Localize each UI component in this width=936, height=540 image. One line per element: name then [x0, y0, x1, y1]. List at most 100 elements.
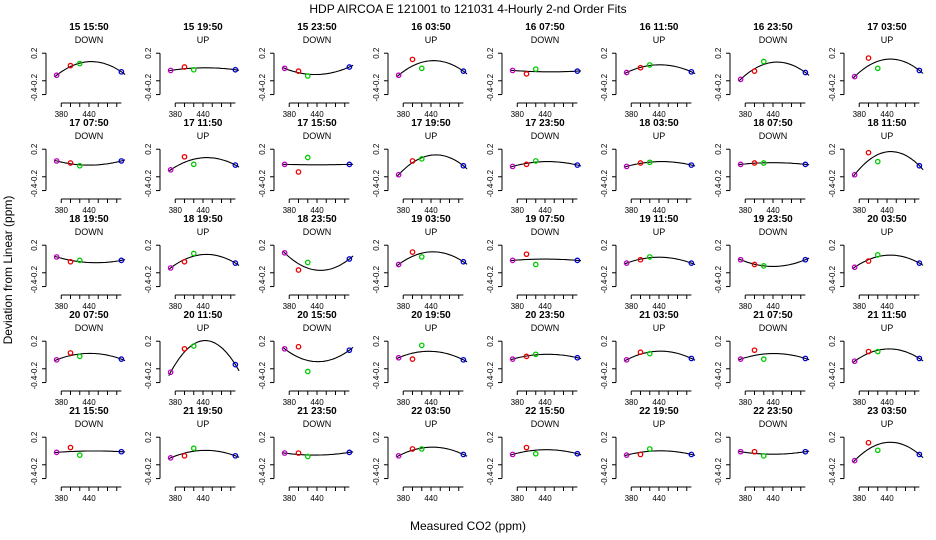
x-tick-label: 440: [538, 398, 552, 407]
y-tick-label: 0.2: [30, 239, 39, 251]
data-point: [295, 169, 302, 175]
fit-curve: [624, 450, 696, 457]
panel-title: 18 19:50: [183, 214, 223, 225]
data-point: [760, 263, 767, 269]
panel-title: 19 23:50: [753, 214, 793, 225]
panel-title: 18 03:50: [639, 118, 679, 129]
data-point: [851, 171, 858, 178]
y-tick-label: -0.4: [828, 471, 837, 485]
y-tick-label: -0.4: [372, 375, 381, 389]
data-point: [532, 450, 539, 457]
y-tick-label: 0.2: [828, 335, 837, 347]
panel-24: 20 03:50 UP -0.4-0.2 0.2 380 440: [828, 214, 924, 311]
data-point: [865, 55, 872, 61]
data-point: [409, 249, 416, 255]
panel-direction: DOWN: [759, 227, 788, 237]
fit-curve: [54, 352, 126, 362]
data-point: [802, 161, 809, 168]
panel-title: 21 23:50: [297, 406, 337, 417]
data-point: [802, 355, 809, 362]
panel-38: 22 19:50 UP -0.4-0.2 0.2 380 440: [600, 406, 696, 503]
x-tick-label: 380: [625, 494, 639, 503]
data-point: [874, 447, 881, 454]
panel-direction: DOWN: [759, 35, 788, 45]
y-tick-label: -0.2: [828, 265, 837, 279]
data-point: [688, 451, 695, 458]
panel-title: 17 15:50: [297, 118, 337, 129]
y-tick-label: 0.2: [30, 47, 39, 59]
panel-title: 21 03:50: [639, 310, 679, 321]
data-point: [53, 356, 60, 363]
y-tick-label: -0.4: [30, 87, 39, 101]
panel-23: 19 23:50 DOWN -0.4-0.2 0.2 380 440: [714, 214, 810, 311]
panel-14: 18 03:50 UP -0.4-0.2 0.2 380 440: [600, 118, 696, 215]
x-tick-label: 380: [853, 494, 867, 503]
panel-direction: DOWN: [531, 227, 560, 237]
panel-10: 17 11:50 UP -0.4-0.2 0.2 380 440: [144, 118, 240, 215]
x-tick-label: 380: [625, 110, 639, 119]
data-point: [118, 356, 125, 362]
y-tick-label: -0.2: [486, 361, 495, 375]
x-tick-label: 440: [196, 110, 210, 119]
panel-title: 17 11:50: [184, 118, 223, 129]
panel-29: 20 23:50 DOWN -0.4-0.2 0.2 380 440: [486, 310, 582, 407]
y-tick-label: -0.2: [144, 169, 153, 183]
x-tick-label: 380: [739, 494, 753, 503]
y-tick-label: -0.2: [486, 73, 495, 87]
data-point: [623, 260, 630, 266]
panel-4: 16 03:50 UP -0.4-0.2 0.2 380 440: [372, 22, 468, 119]
fit-curve: [852, 441, 924, 463]
data-point: [637, 256, 644, 263]
y-tick-label: -0.4: [828, 375, 837, 389]
panel-direction: UP: [197, 227, 210, 237]
data-point: [346, 347, 353, 354]
y-tick-label: -0.2: [486, 457, 495, 471]
x-tick-label: 380: [853, 302, 867, 311]
fit-curve: [510, 69, 582, 73]
data-point: [623, 163, 630, 170]
y-tick-label: 0.2: [258, 335, 267, 347]
data-point: [304, 368, 311, 375]
x-tick-label: 380: [739, 110, 753, 119]
x-tick-label: 440: [766, 206, 780, 215]
x-tick-label: 380: [853, 398, 867, 407]
fit-curve: [168, 157, 240, 172]
panel-title: 22 03:50: [411, 406, 451, 417]
data-point: [409, 356, 416, 362]
x-tick-label: 440: [82, 302, 96, 311]
data-point: [304, 154, 311, 161]
y-tick-label: 0.2: [372, 335, 381, 347]
data-point: [190, 445, 197, 452]
data-point: [751, 448, 758, 455]
fit-curve: [396, 446, 468, 458]
data-point: [760, 58, 767, 65]
y-tick-label: 0.2: [714, 143, 723, 155]
x-tick-label: 380: [853, 206, 867, 215]
panel-direction: UP: [425, 35, 438, 45]
data-point: [346, 449, 353, 456]
data-point: [751, 160, 758, 166]
data-point: [737, 76, 744, 83]
panel-26: 20 11:50 UP -0.4-0.2 0.2 380 440: [144, 310, 240, 407]
y-tick-label: -0.4: [144, 375, 153, 389]
x-tick-label: 380: [397, 206, 411, 215]
x-tick-label: 440: [538, 494, 552, 503]
data-point: [688, 68, 695, 75]
panel-direction: DOWN: [531, 35, 560, 45]
x-tick-label: 440: [880, 302, 894, 311]
y-tick-label: 0.2: [600, 431, 609, 443]
data-point: [751, 68, 758, 74]
data-point: [281, 161, 288, 168]
data-point: [865, 348, 872, 355]
data-point: [874, 348, 881, 355]
fit-curve: [282, 346, 354, 363]
data-point: [67, 258, 74, 265]
data-point: [460, 451, 467, 458]
x-tick-label: 380: [283, 398, 297, 407]
x-tick-label: 440: [652, 494, 666, 503]
panel-direction: DOWN: [75, 227, 104, 237]
x-tick-label: 440: [538, 206, 552, 215]
data-point: [395, 261, 402, 268]
y-tick-label: -0.2: [372, 73, 381, 87]
